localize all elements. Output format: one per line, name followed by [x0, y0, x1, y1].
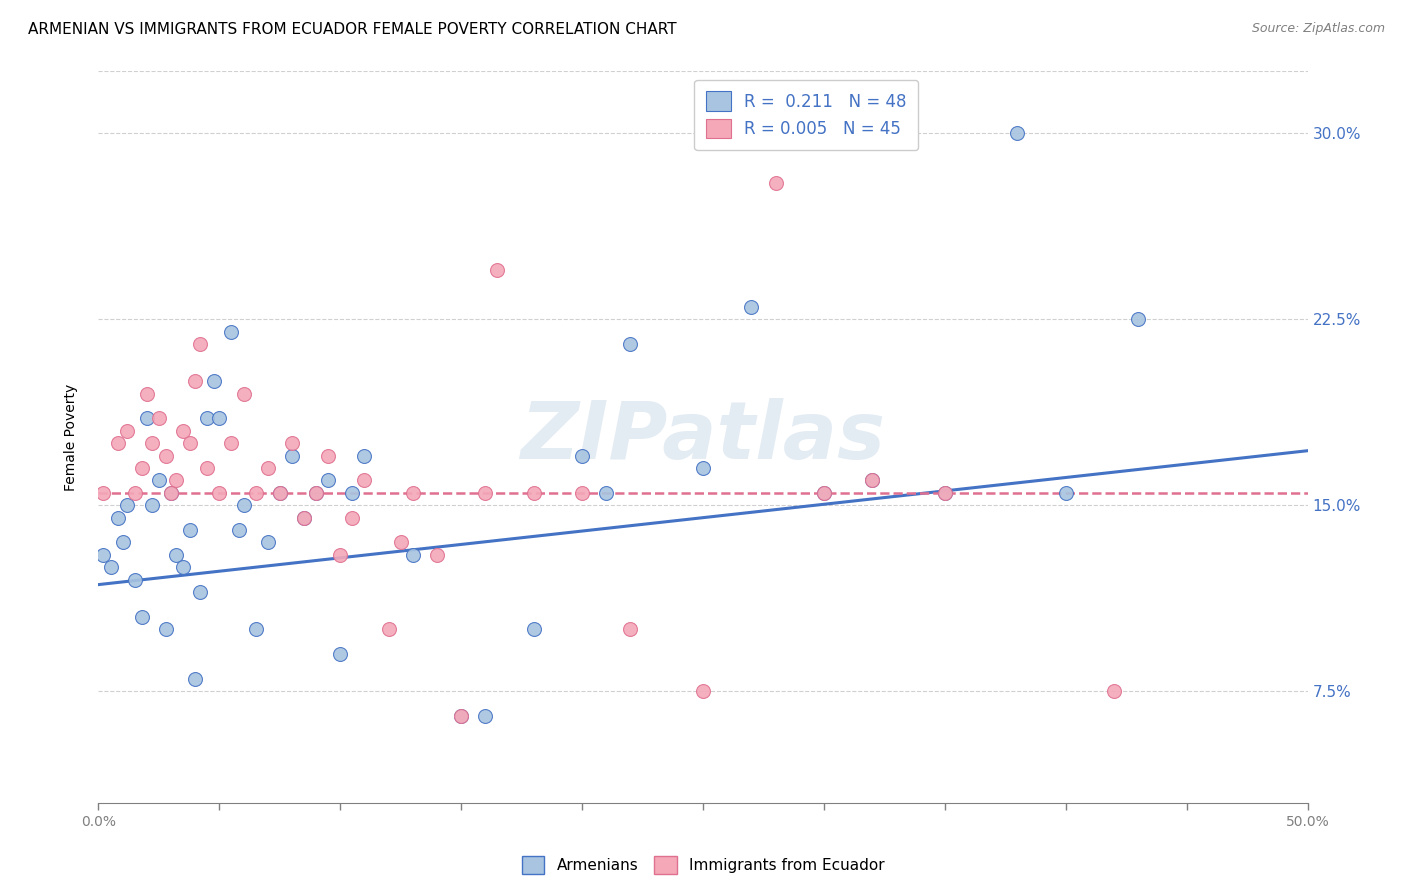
Point	[305, 486, 328, 500]
Point	[172, 560, 194, 574]
Point	[117, 424, 139, 438]
Y-axis label: Female Poverty: Female Poverty	[63, 384, 77, 491]
Legend: R =  0.211   N = 48, R = 0.005   N = 45: R = 0.211 N = 48, R = 0.005 N = 45	[695, 79, 918, 150]
Point	[934, 486, 956, 500]
Point	[329, 548, 352, 562]
Point	[474, 486, 496, 500]
Point	[188, 337, 211, 351]
Point	[208, 486, 231, 500]
Point	[281, 449, 304, 463]
Point	[195, 411, 218, 425]
Point	[450, 709, 472, 723]
Point	[860, 474, 883, 488]
Point	[100, 560, 122, 574]
Point	[1102, 684, 1125, 698]
Point	[426, 548, 449, 562]
Text: ARMENIAN VS IMMIGRANTS FROM ECUADOR FEMALE POVERTY CORRELATION CHART: ARMENIAN VS IMMIGRANTS FROM ECUADOR FEMA…	[28, 22, 676, 37]
Point	[934, 486, 956, 500]
Point	[107, 436, 129, 450]
Point	[165, 548, 187, 562]
Point	[305, 486, 328, 500]
Point	[107, 510, 129, 524]
Point	[292, 510, 315, 524]
Point	[813, 486, 835, 500]
Point	[1007, 126, 1029, 140]
Point	[342, 510, 364, 524]
Point	[523, 486, 546, 500]
Point	[281, 436, 304, 450]
Point	[155, 622, 177, 636]
Point	[208, 411, 231, 425]
Point	[155, 449, 177, 463]
Point	[232, 498, 254, 512]
Point	[124, 486, 146, 500]
Point	[316, 449, 339, 463]
Point	[269, 486, 291, 500]
Point	[269, 486, 291, 500]
Point	[595, 486, 617, 500]
Point	[148, 411, 170, 425]
Point	[740, 300, 762, 314]
Point	[523, 622, 546, 636]
Point	[91, 486, 114, 500]
Point	[228, 523, 250, 537]
Point	[329, 647, 352, 661]
Point	[342, 486, 364, 500]
Point	[316, 474, 339, 488]
Point	[160, 486, 183, 500]
Point	[172, 424, 194, 438]
Text: ZIPatlas: ZIPatlas	[520, 398, 886, 476]
Point	[450, 709, 472, 723]
Point	[474, 709, 496, 723]
Point	[195, 461, 218, 475]
Point	[571, 449, 593, 463]
Point	[184, 672, 207, 686]
Point	[402, 548, 425, 562]
Point	[221, 436, 243, 450]
Point	[141, 436, 163, 450]
Point	[131, 610, 153, 624]
Point	[124, 573, 146, 587]
Point	[353, 449, 375, 463]
Point	[1054, 486, 1077, 500]
Point	[389, 535, 412, 549]
Point	[486, 262, 509, 277]
Point	[148, 474, 170, 488]
Point	[1128, 312, 1150, 326]
Point	[179, 436, 201, 450]
Point	[619, 622, 641, 636]
Point	[135, 386, 157, 401]
Point	[353, 474, 375, 488]
Point	[111, 535, 134, 549]
Point	[402, 486, 425, 500]
Point	[91, 548, 114, 562]
Point	[179, 523, 201, 537]
Point	[256, 535, 278, 549]
Point	[245, 486, 267, 500]
Point	[232, 386, 254, 401]
Point	[184, 374, 207, 388]
Point	[135, 411, 157, 425]
Point	[245, 622, 267, 636]
Legend: Armenians, Immigrants from Ecuador: Armenians, Immigrants from Ecuador	[516, 850, 890, 880]
Point	[117, 498, 139, 512]
Point	[692, 684, 714, 698]
Point	[188, 585, 211, 599]
Point	[221, 325, 243, 339]
Point	[256, 461, 278, 475]
Point	[204, 374, 226, 388]
Point	[619, 337, 641, 351]
Text: Source: ZipAtlas.com: Source: ZipAtlas.com	[1251, 22, 1385, 36]
Point	[292, 510, 315, 524]
Point	[160, 486, 183, 500]
Point	[165, 474, 187, 488]
Point	[131, 461, 153, 475]
Point	[377, 622, 399, 636]
Point	[860, 474, 883, 488]
Point	[571, 486, 593, 500]
Point	[813, 486, 835, 500]
Point	[692, 461, 714, 475]
Point	[765, 176, 787, 190]
Point	[141, 498, 163, 512]
